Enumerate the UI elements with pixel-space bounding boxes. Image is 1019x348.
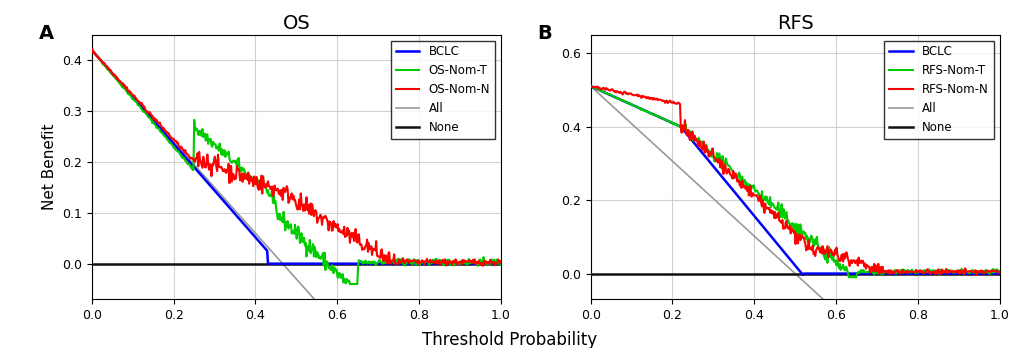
BCLC [308,262,320,266]
RFS-Nom-N [919,269,931,274]
BCLC [421,262,433,266]
All [779,262,791,266]
Line: OS-Nom-T: OS-Nom-T [92,50,500,284]
None [279,262,291,266]
BCLC [584,84,596,88]
Legend: BCLC, RFS-Nom-T, RFS-Nom-N, All, None: BCLC, RFS-Nom-T, RFS-Nom-N, All, None [883,41,993,139]
Line: BCLC: BCLC [590,86,999,275]
Text: B: B [537,24,551,43]
RFS-Nom-T [781,218,793,222]
RFS-Nom-T [827,260,840,264]
OS-Nom-N [280,184,292,188]
All [805,287,817,291]
Legend: BCLC, OS-Nom-T, OS-Nom-N, All, None: BCLC, OS-Nom-T, OS-Nom-N, All, None [390,41,494,139]
None [805,271,817,276]
OS-Nom-N [476,264,488,268]
RFS-Nom-N [805,248,817,252]
RFS-Nom-T [805,235,817,239]
RFS-Nom-N [781,226,793,230]
RFS-Nom-T [842,275,854,279]
RFS-Nom-T [779,216,791,221]
BCLC [781,254,793,258]
Title: RFS: RFS [776,14,813,33]
BCLC [280,262,292,266]
Y-axis label: Net Benefit: Net Benefit [42,124,56,210]
RFS-Nom-N [584,84,596,88]
Line: RFS-Nom-T: RFS-Nom-T [590,86,999,277]
None [584,271,596,276]
OS-Nom-T [485,257,497,261]
RFS-Nom-N [983,270,996,275]
None [494,262,506,266]
RFS-Nom-N [970,273,982,277]
RFS-Nom-T [983,271,996,276]
RFS-Nom-N [779,227,791,231]
None [421,262,433,266]
Text: A: A [39,24,54,43]
BCLC [828,271,841,276]
OS-Nom-T [329,269,341,273]
RFS-Nom-T [993,269,1005,273]
None [86,262,98,266]
Line: All: All [92,50,500,348]
BCLC [779,251,791,255]
OS-Nom-N [283,199,296,203]
All [282,268,294,272]
None [982,271,995,276]
None [484,262,496,266]
OS-Nom-N [86,47,98,51]
None [919,271,931,276]
OS-Nom-T [279,220,291,224]
OS-Nom-N [87,47,99,51]
All [307,296,319,300]
Line: OS-Nom-N: OS-Nom-N [92,49,500,266]
OS-Nom-N [494,259,506,263]
OS-Nom-N [308,214,320,218]
BCLC [329,262,341,266]
Line: RFS-Nom-N: RFS-Nom-N [590,86,999,275]
RFS-Nom-N [827,254,840,258]
OS-Nom-T [86,48,98,52]
OS-Nom-T [343,282,356,286]
None [307,262,319,266]
RFS-Nom-N [993,270,1005,275]
OS-Nom-T [307,242,319,246]
All [329,321,341,325]
BCLC [283,262,296,266]
None [779,271,791,276]
OS-Nom-N [329,225,341,229]
BCLC [796,273,808,277]
BCLC [806,271,818,276]
Line: BCLC: BCLC [92,50,500,264]
All [86,48,98,52]
BCLC [993,271,1005,276]
All [827,307,840,311]
BCLC [919,271,931,276]
OS-Nom-N [486,260,498,264]
None [329,262,341,266]
Line: All: All [590,86,999,348]
None [781,271,793,276]
All [584,84,596,88]
BCLC [983,271,996,276]
RFS-Nom-T [919,268,931,272]
All [279,266,291,270]
All [781,264,793,269]
BCLC [485,262,497,266]
BCLC [86,48,98,52]
BCLC [494,262,506,266]
None [827,271,840,276]
OS-Nom-T [421,259,433,263]
RFS-Nom-T [584,84,596,88]
None [282,262,294,266]
None [993,271,1005,276]
Title: OS: OS [282,14,310,33]
BCLC [262,262,274,266]
Text: Threshold Probability: Threshold Probability [422,331,597,348]
OS-Nom-T [282,227,294,231]
OS-Nom-T [494,262,506,267]
OS-Nom-N [421,261,433,265]
